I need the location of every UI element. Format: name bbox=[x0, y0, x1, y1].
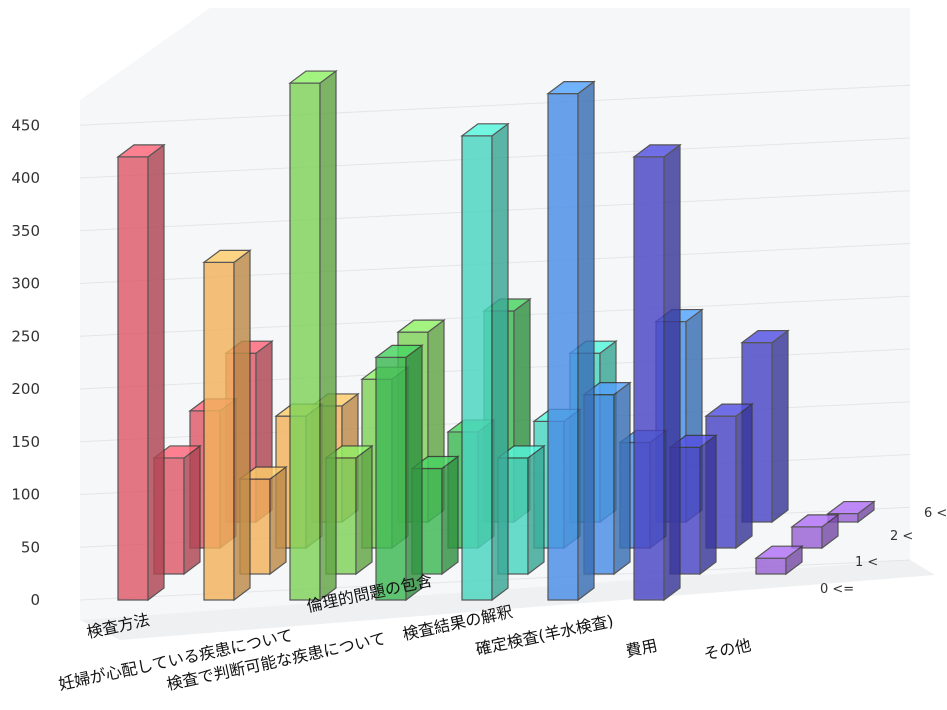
y-tick-label: 200 bbox=[11, 380, 40, 398]
y-tick-label: 0 bbox=[30, 591, 40, 609]
y-tick-label: 300 bbox=[11, 275, 40, 293]
floor-panel bbox=[80, 560, 935, 640]
depth-label: 2 < bbox=[890, 529, 913, 544]
bar bbox=[632, 143, 682, 602]
bar bbox=[546, 80, 596, 602]
grid-line bbox=[79, 84, 911, 126]
y-tick-label: 450 bbox=[11, 116, 40, 134]
bar bbox=[288, 69, 338, 602]
depth-label: 0 <= bbox=[820, 582, 854, 597]
bar bbox=[790, 513, 840, 550]
bars-layer bbox=[116, 69, 876, 602]
y-tick-label: 150 bbox=[11, 433, 40, 451]
bar bbox=[460, 122, 510, 602]
y-tick-label: 350 bbox=[11, 222, 40, 240]
bar bbox=[740, 329, 790, 524]
bar bbox=[826, 500, 876, 524]
category-label: その他 bbox=[702, 635, 753, 664]
depth-label: 6 < bbox=[924, 506, 947, 521]
y-tick-label: 400 bbox=[11, 169, 40, 187]
bar bbox=[410, 455, 460, 576]
category-label: 費用 bbox=[624, 636, 659, 661]
y-tick-label: 250 bbox=[11, 327, 40, 345]
y-tick-label: 100 bbox=[11, 486, 40, 504]
bar bbox=[754, 544, 804, 576]
y-tick-label: 50 bbox=[21, 538, 40, 556]
bar bbox=[374, 344, 424, 602]
depth-label: 1 < bbox=[855, 555, 878, 570]
bar bbox=[202, 249, 252, 602]
bar bbox=[116, 143, 166, 602]
